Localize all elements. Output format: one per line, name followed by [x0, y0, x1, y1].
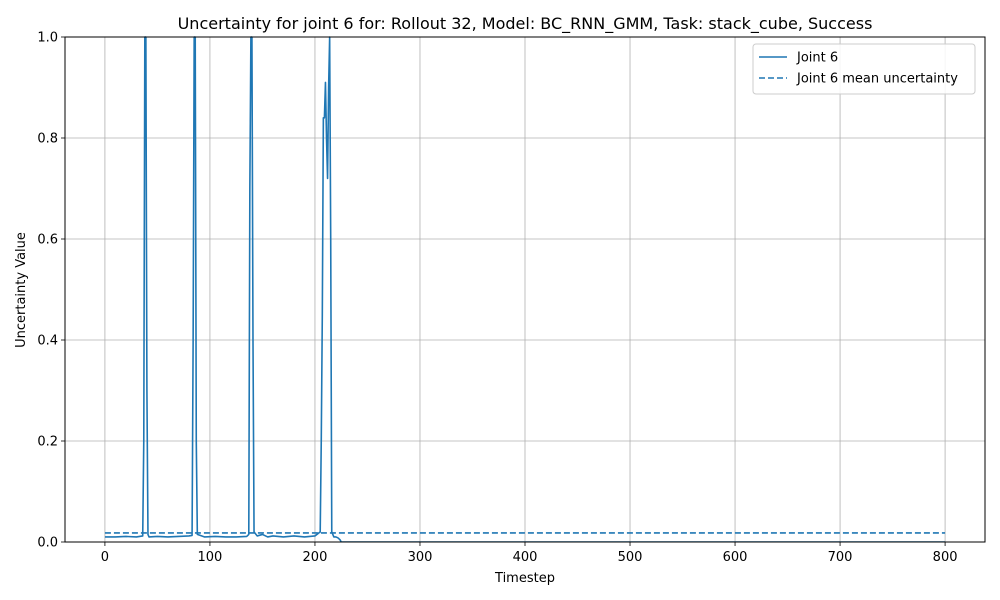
y-tick-label: 0.0 — [37, 536, 58, 551]
x-tick-label: 0 — [101, 550, 109, 565]
y-axis-label: Uncertainty Value — [14, 232, 29, 348]
x-axis-label: Timestep — [494, 571, 555, 586]
chart-title: Uncertainty for joint 6 for: Rollout 32,… — [178, 14, 873, 34]
y-tick-label: 0.6 — [37, 233, 58, 248]
joint-line — [104, 36, 946, 542]
x-tick-label: 600 — [723, 550, 748, 565]
x-tick-label: 800 — [933, 550, 958, 565]
y-tick-label: 0.8 — [37, 132, 58, 147]
x-tick-label: 700 — [828, 550, 853, 565]
x-tick-label: 400 — [513, 550, 538, 565]
y-tick-label: 0.2 — [37, 435, 58, 450]
x-tick-label: 500 — [618, 550, 643, 565]
legend-label: Joint 6 mean uncertainty — [796, 72, 958, 87]
ticks: 0 100 200 300 400 500 600 700 800 0.0 0.2 0.4 0.6 0.8… — [37, 31, 957, 566]
y-tick-label: 0.4 — [37, 334, 58, 349]
legend: Joint 6 Joint 6 mean uncertainty — [752, 43, 976, 95]
legend-box — [752, 43, 976, 95]
plot-area — [104, 36, 946, 542]
legend-label: Joint 6 — [796, 51, 838, 66]
x-tick-label: 200 — [303, 550, 328, 565]
y-tick-label: 1.0 — [37, 31, 58, 46]
x-tick-label: 300 — [408, 550, 433, 565]
x-tick-label: 100 — [198, 550, 223, 565]
